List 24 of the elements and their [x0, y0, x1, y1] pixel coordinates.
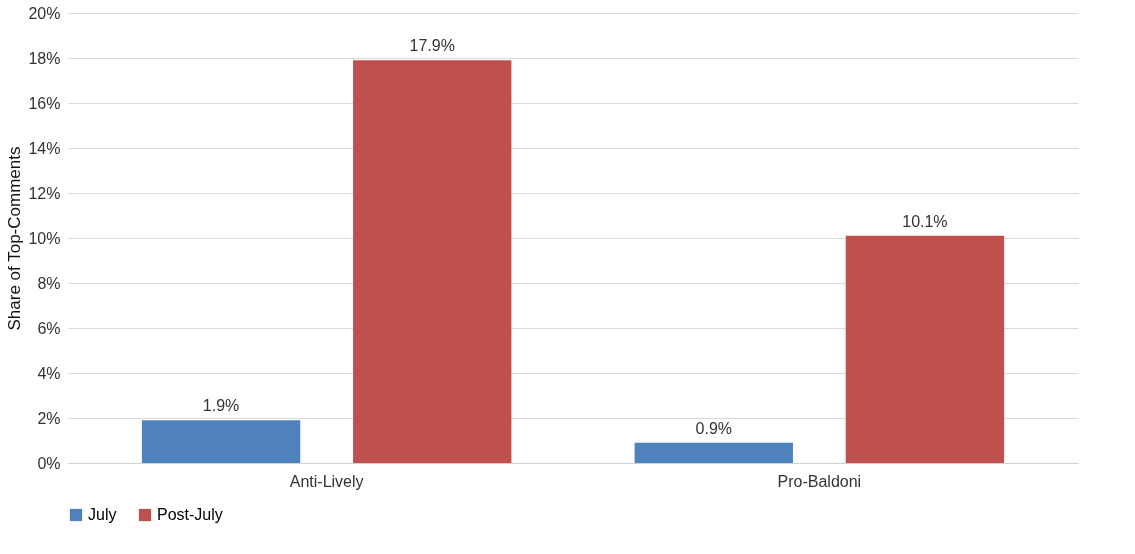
x-tick-label: Anti-Lively — [289, 472, 364, 490]
y-tick-label: 2% — [37, 409, 61, 427]
y-axis-title: Share of Top-Comments — [5, 146, 25, 331]
bar — [141, 420, 301, 463]
y-tick-label: 18% — [28, 49, 61, 67]
y-tick-label: 10% — [28, 229, 61, 247]
legend-label: July — [88, 506, 117, 523]
y-tick-label: 20% — [28, 4, 61, 22]
data-label: 0.9% — [695, 419, 732, 437]
y-tick-label: 12% — [28, 184, 61, 202]
bar — [353, 60, 512, 463]
x-tick-label: Pro-Baldoni — [777, 472, 862, 490]
data-label: 10.1% — [902, 212, 948, 230]
bar — [845, 235, 1005, 463]
data-label: 1.9% — [202, 397, 240, 415]
data-label: 17.9% — [409, 37, 455, 55]
y-tick-label: 0% — [37, 454, 61, 472]
y-tick-label: 16% — [28, 94, 61, 112]
y-tick-label: 6% — [37, 319, 61, 337]
y-tick-label: 14% — [28, 139, 61, 157]
bar — [634, 442, 793, 463]
y-tick-label: 8% — [37, 274, 61, 292]
legend-label: Post-July — [157, 506, 223, 523]
y-tick-label: 4% — [37, 364, 61, 382]
